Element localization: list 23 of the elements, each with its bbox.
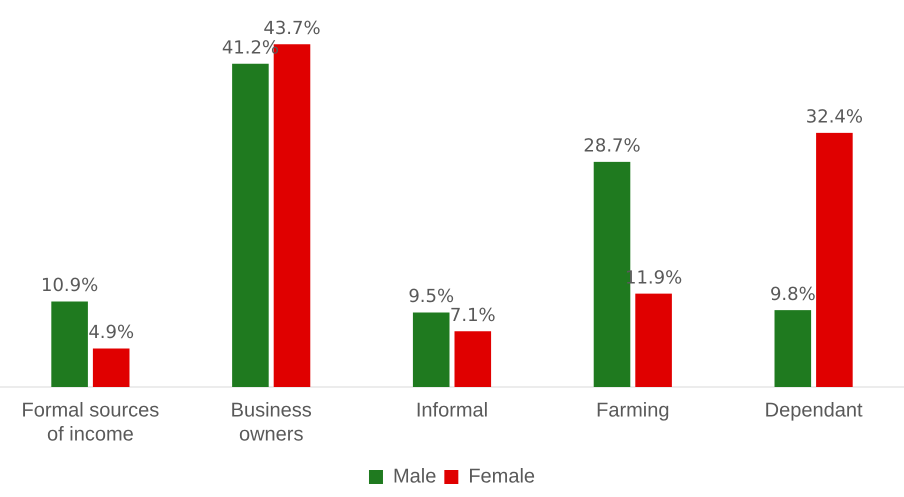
x-tick-label: Informal xyxy=(416,400,488,422)
bar xyxy=(92,348,130,387)
data-label: 7.1% xyxy=(450,304,496,326)
data-label: 9.5% xyxy=(408,286,454,308)
bar xyxy=(412,312,450,387)
data-label: 4.9% xyxy=(88,322,134,344)
x-tick-label: Formal sources of income xyxy=(21,400,160,446)
bar xyxy=(774,310,812,387)
x-tick-label: Business owners xyxy=(230,400,312,446)
data-label: 9.8% xyxy=(770,284,816,305)
data-label: 32.4% xyxy=(806,106,863,128)
data-label: 43.7% xyxy=(263,18,321,39)
legend-label: Male xyxy=(392,466,436,488)
bar xyxy=(816,132,853,387)
data-label: 28.7% xyxy=(583,136,641,157)
x-tick-label: Dependant xyxy=(764,400,863,422)
data-label: 10.9% xyxy=(41,275,98,296)
bar xyxy=(51,301,88,387)
bar xyxy=(635,294,672,387)
bar xyxy=(232,64,269,387)
x-tick-label: Farming xyxy=(596,400,670,422)
legend-label: Female xyxy=(468,466,536,488)
bar xyxy=(454,331,492,387)
